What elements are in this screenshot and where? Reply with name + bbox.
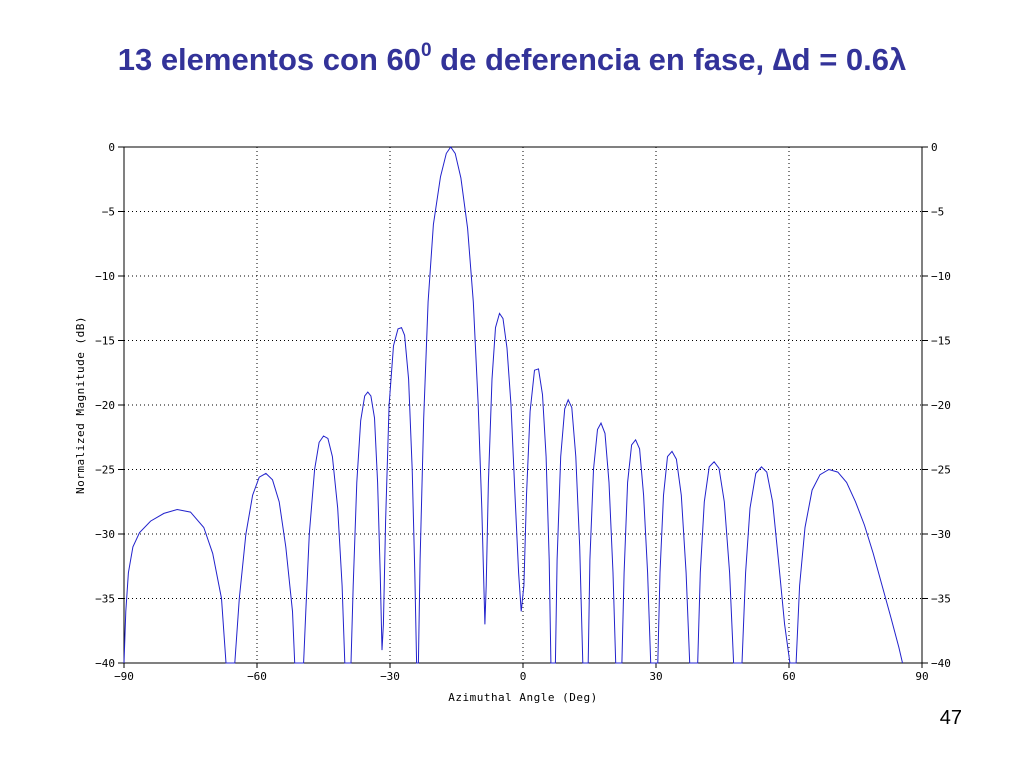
series-line xyxy=(123,146,903,664)
y-tick-label-right: −30 xyxy=(931,528,951,541)
y-tick-label-right: −35 xyxy=(931,593,951,606)
y-tick-label-right: −40 xyxy=(931,657,951,670)
title-lambda-symbol: λ xyxy=(889,42,907,77)
y-tick-label-left: 0 xyxy=(108,141,115,154)
plot-frame xyxy=(123,146,923,664)
y-tick-label-left: −40 xyxy=(95,657,115,670)
title-rest: de deferencia en fase, xyxy=(431,42,773,77)
x-tick-label: −90 xyxy=(114,670,134,683)
y-tick-label-left: −35 xyxy=(95,593,115,606)
title-superscript: 0 xyxy=(420,40,432,61)
y-tick-label-right: −5 xyxy=(931,206,944,219)
title-delta-symbol: ∆ xyxy=(772,42,792,77)
x-tick-label: −30 xyxy=(380,670,400,683)
slide-title: 13 elementos con 600 de deferencia en fa… xyxy=(0,40,1024,78)
y-tick-label-left: −10 xyxy=(95,270,115,283)
y-tick-label-right: −10 xyxy=(931,270,951,283)
title-d: d = 0.6 xyxy=(791,42,890,77)
y-tick-label-left: −20 xyxy=(95,399,115,412)
y-tick-label-left: −30 xyxy=(95,528,115,541)
y-tick-label-right: 0 xyxy=(931,141,938,154)
y-tick-label-right: −20 xyxy=(931,399,951,412)
x-axis-title: Azimuthal Angle (Deg) xyxy=(448,691,598,704)
y-tick-label-right: −25 xyxy=(931,464,951,477)
page-number: 47 xyxy=(939,707,962,729)
y-tick-label-left: −25 xyxy=(95,464,115,477)
x-tick-label: 60 xyxy=(782,670,795,683)
title-main: 13 elementos con 60 xyxy=(117,42,421,77)
grid xyxy=(124,147,922,663)
y-tick-label-left: −15 xyxy=(95,335,115,348)
x-tick-label: −60 xyxy=(247,670,267,683)
y-axis-title: Normalized Magnitude (dB) xyxy=(74,316,87,494)
y-tick-label-left: −5 xyxy=(102,206,115,219)
x-tick-label: 90 xyxy=(915,670,928,683)
x-tick-label: 0 xyxy=(520,670,527,683)
axis-ticks: −90 −60 −30 0 30 60 90 0 0 −5 −5 −10 −10 −15 −15 −20 −20… xyxy=(95,141,951,683)
y-tick-label-right: −15 xyxy=(931,335,951,348)
x-tick-label: 30 xyxy=(649,670,662,683)
